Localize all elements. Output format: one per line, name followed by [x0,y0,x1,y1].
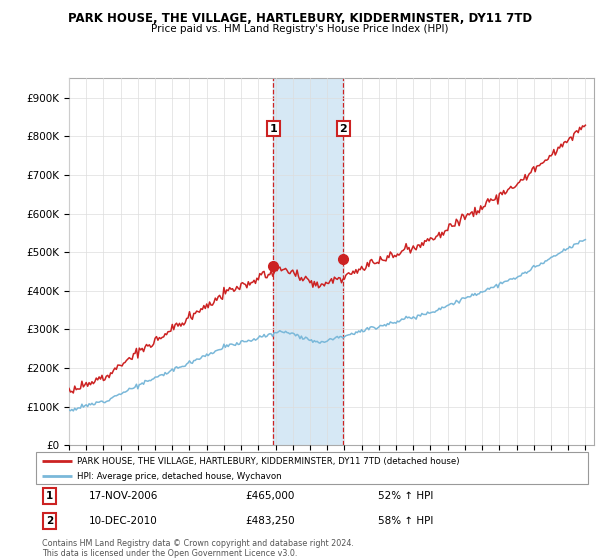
Text: £483,250: £483,250 [246,516,295,526]
Bar [274,78,343,445]
Text: Price paid vs. HM Land Registry's House Price Index (HPI): Price paid vs. HM Land Registry's House … [151,24,449,34]
Text: 2: 2 [46,516,53,526]
Text: 10-DEC-2010: 10-DEC-2010 [88,516,157,526]
Text: £465,000: £465,000 [246,491,295,501]
Text: HPI: Average price, detached house, Wychavon: HPI: Average price, detached house, Wych… [77,472,282,481]
Text: 1: 1 [46,491,53,501]
Text: PARK HOUSE, THE VILLAGE, HARTLEBURY, KIDDERMINSTER, DY11 7TD (detached house): PARK HOUSE, THE VILLAGE, HARTLEBURY, KID… [77,456,460,465]
FancyBboxPatch shape [36,452,588,484]
Text: 52% ↑ HPI: 52% ↑ HPI [378,491,434,501]
Text: PARK HOUSE, THE VILLAGE, HARTLEBURY, KIDDERMINSTER, DY11 7TD: PARK HOUSE, THE VILLAGE, HARTLEBURY, KID… [68,12,532,25]
Text: 2: 2 [340,124,347,134]
Text: 58% ↑ HPI: 58% ↑ HPI [378,516,434,526]
Text: 17-NOV-2006: 17-NOV-2006 [88,491,158,501]
Text: 1: 1 [269,124,277,134]
Text: Contains HM Land Registry data © Crown copyright and database right 2024.
This d: Contains HM Land Registry data © Crown c… [42,539,354,558]
